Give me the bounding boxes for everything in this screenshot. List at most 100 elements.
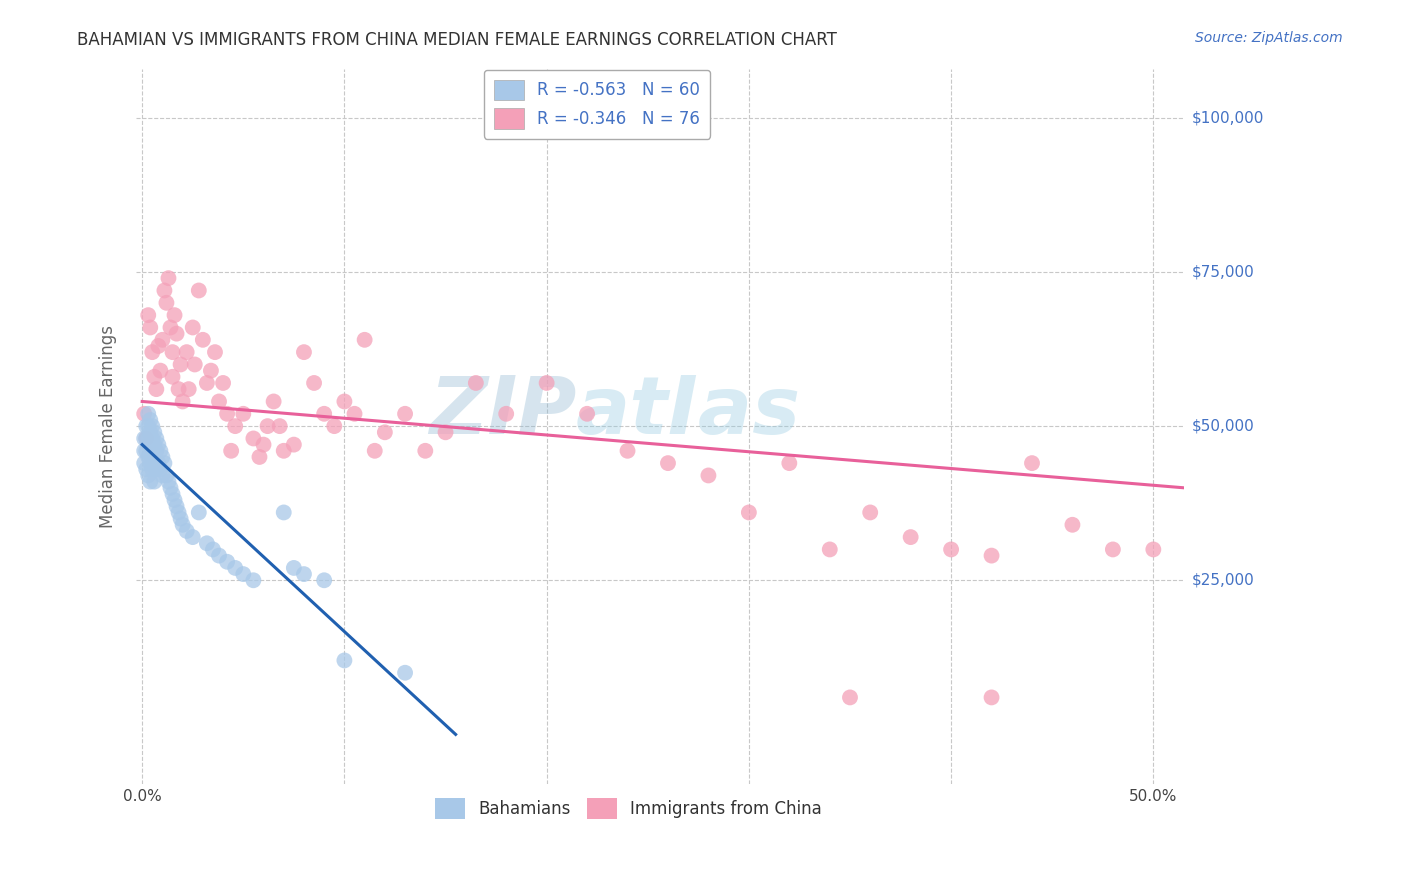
Point — [364, 443, 387, 458]
Point — [139, 413, 162, 427]
Point — [191, 333, 214, 347]
Point — [1021, 456, 1043, 470]
Text: $75,000: $75,000 — [1192, 265, 1254, 279]
Point — [141, 450, 163, 464]
Point — [157, 271, 180, 285]
Point — [139, 320, 162, 334]
Point — [149, 462, 172, 476]
Point — [333, 653, 356, 667]
Point — [980, 549, 1002, 563]
Point — [141, 462, 163, 476]
Point — [163, 308, 186, 322]
Point — [134, 432, 156, 446]
Point — [495, 407, 517, 421]
Point — [195, 376, 218, 390]
Point — [141, 345, 163, 359]
Point — [839, 690, 862, 705]
Point — [155, 295, 177, 310]
Point — [143, 475, 166, 489]
Point — [353, 333, 375, 347]
Point — [139, 456, 162, 470]
Point — [134, 443, 156, 458]
Point — [187, 284, 209, 298]
Point — [224, 561, 246, 575]
Point — [204, 345, 226, 359]
Point — [143, 369, 166, 384]
Point — [139, 425, 162, 440]
Point — [980, 690, 1002, 705]
Point — [273, 505, 295, 519]
Text: Source: ZipAtlas.com: Source: ZipAtlas.com — [1195, 31, 1343, 45]
Point — [778, 456, 800, 470]
Point — [232, 407, 254, 421]
Point — [152, 333, 174, 347]
Point — [252, 437, 274, 451]
Point — [136, 308, 159, 322]
Point — [152, 468, 174, 483]
Point — [184, 358, 207, 372]
Point — [166, 326, 188, 341]
Point — [413, 443, 436, 458]
Point — [374, 425, 396, 440]
Point — [195, 536, 218, 550]
Point — [657, 456, 679, 470]
Point — [148, 339, 170, 353]
Text: ZIP: ZIP — [429, 373, 576, 450]
Point — [242, 574, 264, 588]
Y-axis label: Median Female Earnings: Median Female Earnings — [100, 325, 117, 528]
Point — [149, 443, 172, 458]
Point — [900, 530, 922, 544]
Point — [536, 376, 558, 390]
Point — [135, 432, 157, 446]
Text: $50,000: $50,000 — [1192, 418, 1254, 434]
Point — [159, 481, 181, 495]
Point — [273, 443, 295, 458]
Point — [1102, 542, 1125, 557]
Point — [1142, 542, 1164, 557]
Legend: Bahamians, Immigrants from China: Bahamians, Immigrants from China — [427, 792, 830, 825]
Point — [302, 376, 325, 390]
Point — [134, 407, 156, 421]
Text: $100,000: $100,000 — [1192, 111, 1264, 126]
Point — [217, 555, 239, 569]
Text: $25,000: $25,000 — [1192, 573, 1254, 588]
Point — [242, 432, 264, 446]
Point — [134, 456, 156, 470]
Point — [269, 419, 291, 434]
Point — [163, 493, 186, 508]
Point — [141, 432, 163, 446]
Point — [738, 505, 761, 519]
Point — [145, 443, 167, 458]
Point — [136, 419, 159, 434]
Point — [148, 437, 170, 451]
Point — [212, 376, 235, 390]
Point — [167, 382, 190, 396]
Point — [153, 284, 176, 298]
Point — [176, 345, 198, 359]
Point — [166, 500, 188, 514]
Point — [394, 407, 416, 421]
Point — [292, 567, 315, 582]
Point — [152, 450, 174, 464]
Point — [162, 345, 184, 359]
Point — [157, 475, 180, 489]
Point — [136, 432, 159, 446]
Point — [200, 364, 222, 378]
Point — [169, 511, 191, 525]
Point — [169, 358, 191, 372]
Point — [697, 468, 720, 483]
Point — [217, 407, 239, 421]
Point — [162, 369, 184, 384]
Point — [323, 419, 346, 434]
Point — [292, 345, 315, 359]
Text: BAHAMIAN VS IMMIGRANTS FROM CHINA MEDIAN FEMALE EARNINGS CORRELATION CHART: BAHAMIAN VS IMMIGRANTS FROM CHINA MEDIAN… — [77, 31, 837, 49]
Point — [283, 561, 305, 575]
Point — [148, 456, 170, 470]
Point — [333, 394, 356, 409]
Point — [136, 450, 159, 464]
Point — [394, 665, 416, 680]
Point — [224, 419, 246, 434]
Point — [616, 443, 638, 458]
Point — [256, 419, 278, 434]
Point — [153, 456, 176, 470]
